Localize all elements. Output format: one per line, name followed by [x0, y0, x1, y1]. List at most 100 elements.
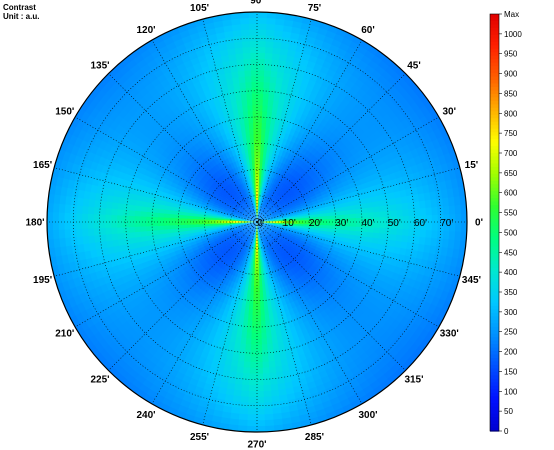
heatmap-cell	[296, 209, 304, 214]
heatmap-cell	[247, 285, 252, 293]
heatmap-cell	[273, 283, 279, 291]
heatmap-cell	[202, 184, 210, 191]
heatmap-cell	[236, 252, 241, 259]
heatmap-cell	[214, 187, 222, 194]
heatmap-cell	[251, 210, 255, 217]
heatmap-cell	[227, 223, 234, 227]
heatmap-cell	[220, 263, 228, 271]
heatmap-cell	[269, 205, 275, 211]
heatmap-cell	[261, 163, 265, 170]
heatmap-cell	[290, 194, 297, 201]
heatmap-cell	[233, 215, 241, 219]
heatmap-cell	[259, 233, 262, 240]
heatmap-cell	[258, 204, 261, 211]
heatmap-cell	[211, 232, 219, 237]
heatmap-cell	[220, 189, 228, 196]
heatmap-cell	[262, 199, 267, 206]
heatmap-cell	[303, 219, 311, 223]
heatmap-cell	[304, 263, 312, 270]
heatmap-cell	[257, 222, 264, 225]
heatmap-cell	[281, 273, 288, 281]
heatmap-cell	[244, 237, 249, 244]
heatmap-cell	[221, 224, 229, 227]
heatmap-cell	[298, 197, 306, 203]
heatmap-cell	[235, 229, 242, 234]
heatmap-cell	[255, 227, 257, 235]
heatmap-cell	[308, 209, 316, 214]
heatmap-cell	[233, 223, 240, 226]
heatmap-cell	[278, 155, 285, 163]
heatmap-cell	[242, 260, 247, 268]
heatmap-cell	[231, 256, 237, 264]
heatmap-cell	[260, 226, 265, 233]
heatmap-cell	[350, 221, 357, 227]
heatmap-cell	[285, 240, 293, 246]
heatmap-cell	[233, 202, 240, 208]
heatmap-cell	[262, 223, 269, 227]
heatmap-cell	[234, 213, 241, 217]
heatmap-cell	[228, 254, 234, 261]
heatmap-cell	[259, 204, 262, 211]
heatmap-cell	[211, 207, 219, 212]
heatmap-cell	[298, 261, 305, 268]
heatmap-cell	[243, 188, 248, 196]
heatmap-cell	[234, 186, 240, 193]
heatmap-cell	[258, 210, 262, 217]
heatmap-cell	[259, 210, 263, 217]
heatmap-cell	[252, 262, 256, 270]
heatmap-cell	[190, 243, 198, 250]
heatmap-cell	[216, 251, 223, 259]
heatmap-cell	[193, 234, 201, 240]
heatmap-cell	[244, 236, 249, 243]
heatmap-cell	[303, 255, 311, 262]
heatmap-cell	[218, 245, 225, 251]
heatmap-cell	[219, 191, 226, 198]
heatmap-cell	[303, 225, 310, 230]
heatmap-cell	[247, 231, 252, 238]
heatmap-cell	[257, 222, 264, 223]
heatmap-cell	[227, 214, 235, 218]
heatmap-cell	[265, 209, 271, 215]
heatmap-cell	[292, 187, 300, 194]
heatmap-cell	[285, 249, 292, 256]
heatmap-cell	[240, 204, 246, 210]
heatmap-cell	[293, 201, 301, 207]
heatmap-cell	[214, 250, 222, 257]
heatmap-cell	[240, 247, 245, 255]
heatmap-cell	[283, 164, 290, 172]
heatmap-cell	[271, 208, 278, 213]
heatmap-cell	[236, 230, 243, 235]
heatmap-cell	[254, 262, 258, 270]
heatmap-cell	[251, 244, 255, 252]
heatmap-cell	[199, 233, 207, 238]
heatmap-cell	[283, 185, 290, 193]
heatmap-cell	[260, 204, 264, 212]
heatmap-cell	[254, 168, 258, 176]
heatmap-cell	[197, 244, 205, 250]
heatmap-cell	[229, 208, 237, 213]
heatmap-cell	[224, 178, 231, 186]
heatmap-cell	[223, 209, 230, 214]
heatmap-cell	[251, 192, 255, 200]
heatmap-cell	[305, 199, 313, 205]
heatmap-cell	[273, 252, 278, 259]
heatmap-cell	[251, 198, 255, 205]
heatmap-cell	[217, 243, 224, 250]
heatmap-cell	[210, 183, 217, 191]
heatmap-cell	[229, 255, 236, 262]
heatmap-cell	[296, 159, 304, 167]
heatmap-cell	[241, 227, 248, 232]
heatmap-cell	[283, 251, 290, 259]
heatmap-cell	[230, 232, 237, 237]
heatmap-cell	[276, 187, 283, 195]
heatmap-cell	[253, 216, 257, 222]
heatmap-cell	[223, 187, 230, 194]
heatmap-cell	[271, 184, 277, 192]
heatmap-cell	[230, 189, 236, 196]
heatmap-cell	[271, 277, 277, 285]
heatmap-cell	[315, 224, 322, 228]
heatmap-cell	[221, 277, 228, 285]
heatmap-cell	[219, 269, 226, 277]
heatmap-cell	[265, 201, 270, 208]
heatmap-cell	[278, 168, 285, 176]
